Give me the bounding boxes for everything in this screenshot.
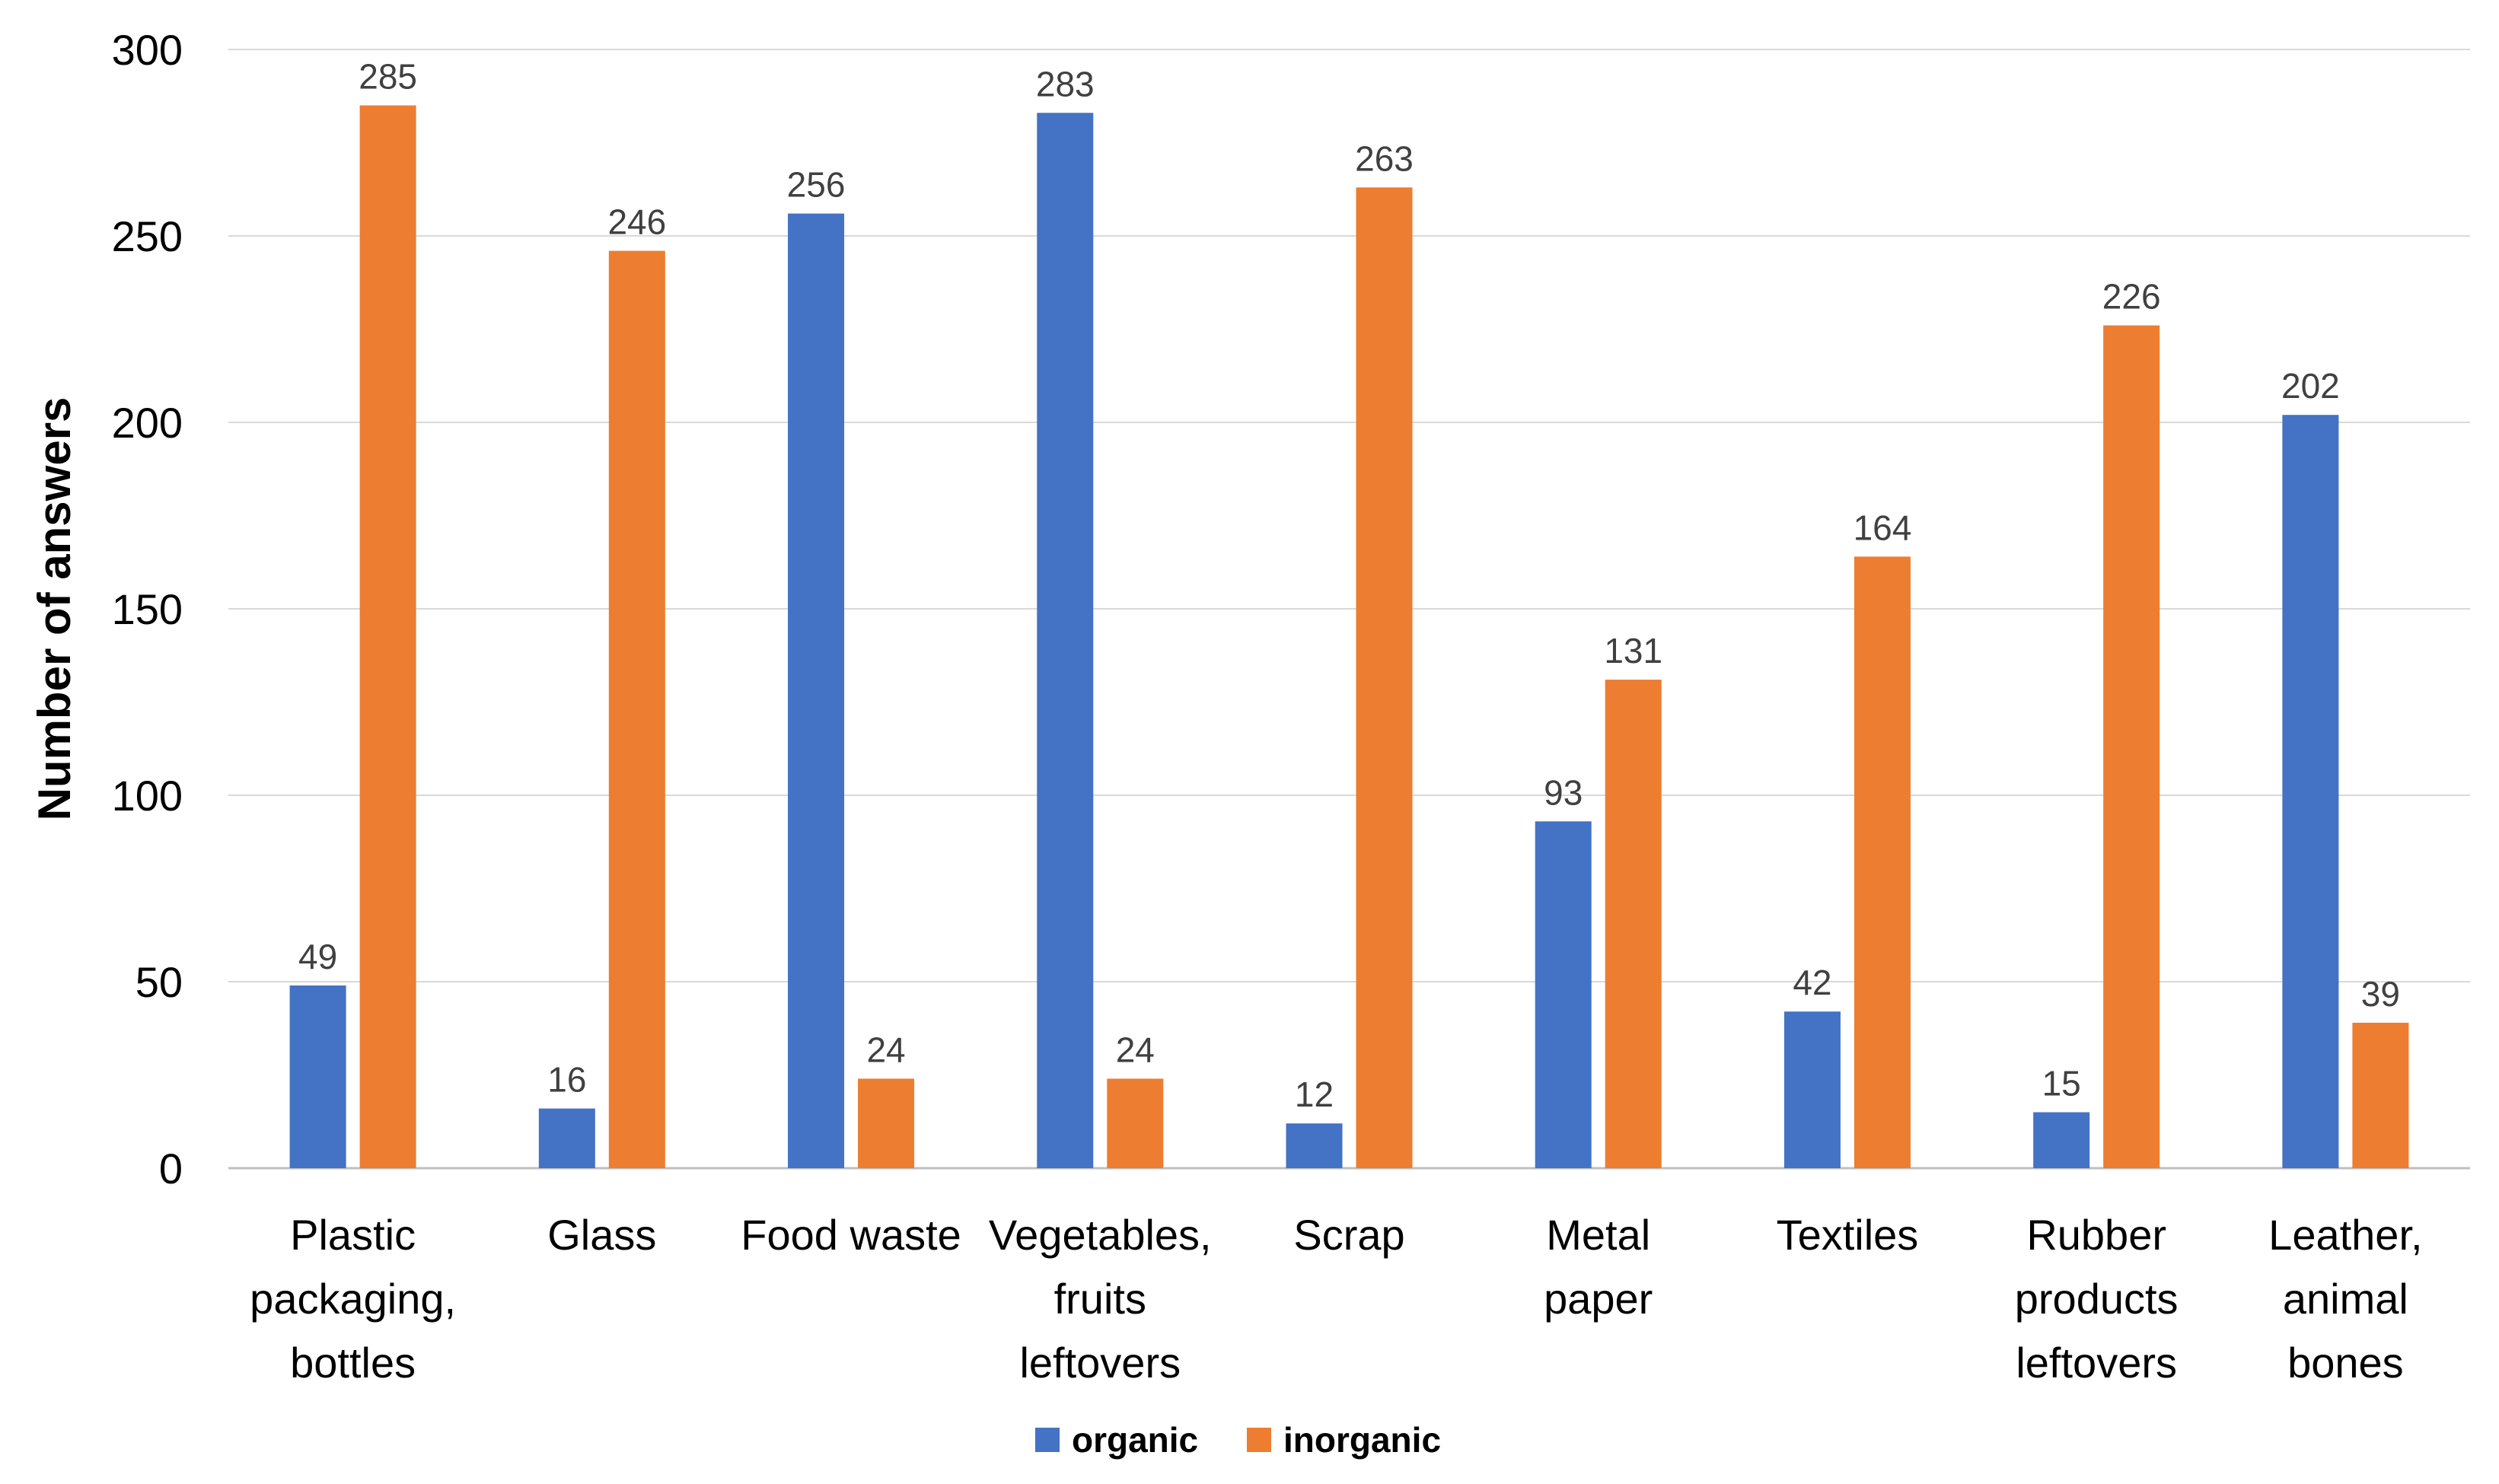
data-label-organic: 42 [1793, 963, 1831, 1002]
y-tick-label: 200 [112, 399, 183, 447]
data-label-inorganic: 246 [607, 202, 666, 242]
bar-inorganic[interactable] [1107, 1078, 1164, 1168]
bar-organic[interactable] [1037, 113, 1094, 1168]
bar-inorganic[interactable] [1854, 556, 1911, 1168]
category-label: Leather, animal bones [2268, 1211, 2422, 1387]
bars [289, 105, 2409, 1169]
bar-inorganic[interactable] [359, 105, 416, 1169]
category-label-line: Leather, [2268, 1211, 2422, 1259]
category-label-line: animal [2283, 1275, 2408, 1323]
category-label-line: Scrap [1293, 1211, 1404, 1259]
y-tick-label: 300 [112, 26, 183, 74]
data-label-organic: 93 [1544, 772, 1583, 812]
bar-inorganic[interactable] [1356, 187, 1413, 1168]
data-label-inorganic: 226 [2102, 277, 2161, 317]
data-label-inorganic: 131 [1604, 631, 1662, 670]
bar-organic[interactable] [2282, 415, 2339, 1168]
y-tick-label: 50 [135, 958, 183, 1006]
category-label-line: bottles [290, 1339, 416, 1387]
category-label: Metal paper [1544, 1211, 1653, 1323]
bar-organic[interactable] [1286, 1123, 1343, 1168]
data-label-inorganic: 164 [1854, 508, 1912, 547]
category-label-line: leftovers [2016, 1339, 2177, 1387]
category-label: Glass [547, 1211, 656, 1259]
bar-organic[interactable] [1535, 821, 1592, 1168]
data-label-organic: 49 [298, 937, 337, 976]
legend-swatch-organic[interactable] [1035, 1428, 1060, 1452]
category-label-line: Plastic [290, 1211, 416, 1259]
bar-organic[interactable] [538, 1108, 595, 1168]
category-label-line: Glass [547, 1211, 656, 1259]
legend-swatch-inorganic[interactable] [1247, 1428, 1271, 1452]
category-label-line: leftovers [1019, 1339, 1181, 1387]
category-label-line: Metal [1546, 1211, 1650, 1259]
category-label: Vegetables, fruits leftovers [989, 1211, 1212, 1387]
data-label-inorganic: 285 [359, 57, 417, 97]
category-label-line: products [2015, 1275, 2179, 1323]
bar-inorganic[interactable] [858, 1078, 915, 1168]
category-label-line: bones [2287, 1339, 2404, 1387]
category-label-line: fruits [1054, 1275, 1146, 1323]
data-label-inorganic: 263 [1355, 139, 1414, 178]
bar-inorganic[interactable] [608, 250, 665, 1169]
axes: 0 50 100 150 200 250 300 Number of answers Plast… [29, 26, 2423, 1387]
category-label-line: Rubber [2026, 1211, 2166, 1259]
category-label: Food waste [741, 1211, 961, 1259]
y-tick-label: 150 [112, 585, 183, 633]
category-label-line: Vegetables, [989, 1211, 1212, 1259]
y-tick-label: 250 [112, 212, 183, 260]
category-label: Rubber products leftovers [2015, 1211, 2179, 1387]
category-label: Plastic packaging, bottles [250, 1211, 456, 1387]
y-axis-title: Number of answers [29, 397, 80, 821]
data-label-organic: 16 [547, 1060, 586, 1100]
category-label: Textiles [1777, 1211, 1919, 1259]
category-label-line: Textiles [1777, 1211, 1919, 1259]
category-label-line: Food waste [741, 1211, 961, 1259]
data-label-organic: 202 [2281, 366, 2340, 406]
data-labels: 49 285 16 246 256 24 283 24 12 263 93 131 42 164 15 226… [298, 57, 2400, 1115]
data-label-inorganic: 39 [2361, 974, 2400, 1014]
legend-label-organic[interactable]: organic [1072, 1420, 1198, 1460]
data-label-organic: 256 [787, 165, 846, 205]
bar-organic[interactable] [1783, 1011, 1841, 1168]
legend-label-inorganic[interactable]: inorganic [1283, 1420, 1441, 1460]
legend: organic inorganic [1035, 1420, 1441, 1460]
bar-inorganic[interactable] [1605, 680, 1662, 1168]
data-label-inorganic: 24 [866, 1030, 905, 1069]
bar-inorganic[interactable] [2352, 1022, 2409, 1168]
bar-inorganic[interactable] [2103, 325, 2160, 1169]
category-label-line: packaging, [250, 1275, 456, 1323]
data-label-organic: 283 [1036, 64, 1095, 103]
y-tick-label: 0 [159, 1145, 183, 1193]
data-label-inorganic: 24 [1116, 1030, 1155, 1069]
gridlines [228, 49, 2470, 1170]
category-label-line: paper [1544, 1275, 1653, 1323]
bar-organic[interactable] [289, 985, 346, 1168]
bar-organic[interactable] [2033, 1112, 2090, 1169]
bar-organic[interactable] [788, 213, 845, 1169]
category-label: Scrap [1293, 1211, 1404, 1259]
y-tick-label: 100 [112, 772, 183, 820]
data-label-organic: 15 [2042, 1064, 2081, 1103]
data-label-organic: 12 [1295, 1075, 1334, 1114]
